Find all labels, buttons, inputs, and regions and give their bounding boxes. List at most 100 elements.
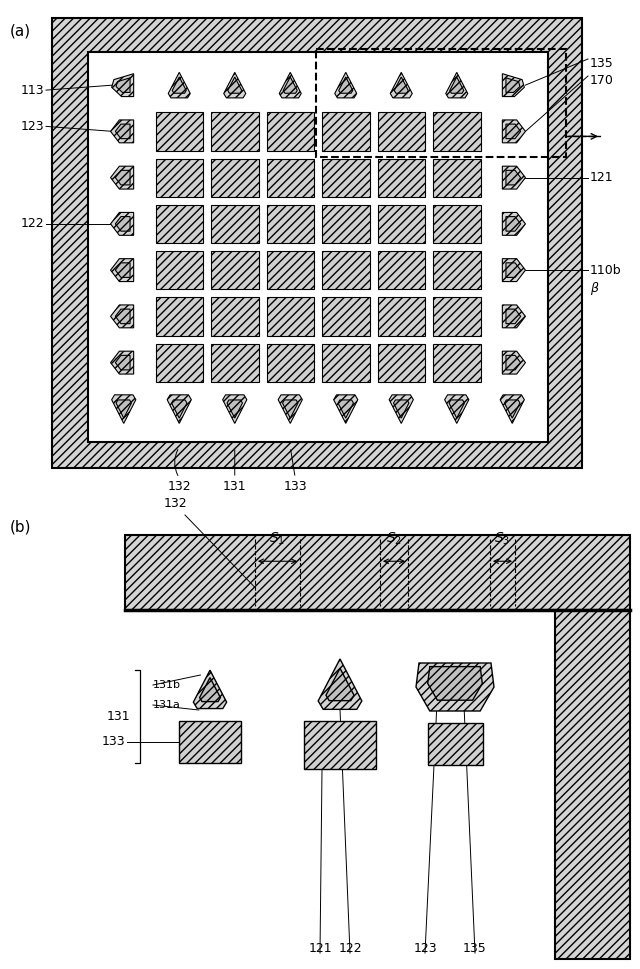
Bar xyxy=(433,251,481,290)
Polygon shape xyxy=(506,171,521,185)
Bar xyxy=(211,297,259,335)
Bar xyxy=(322,297,369,335)
Bar xyxy=(378,343,425,382)
Polygon shape xyxy=(115,263,130,277)
Polygon shape xyxy=(115,124,130,139)
Polygon shape xyxy=(502,212,525,235)
Bar xyxy=(322,112,369,150)
Text: 121: 121 xyxy=(308,942,332,955)
Bar xyxy=(156,204,203,243)
Polygon shape xyxy=(172,77,186,93)
Polygon shape xyxy=(394,77,408,93)
Polygon shape xyxy=(450,77,464,93)
Text: $S_3$: $S_3$ xyxy=(495,531,511,547)
Text: 110b: 110b xyxy=(590,264,621,276)
Text: β: β xyxy=(590,282,598,295)
Polygon shape xyxy=(278,394,302,423)
Polygon shape xyxy=(115,217,130,232)
Bar xyxy=(156,112,203,150)
Bar xyxy=(156,343,203,382)
Text: $S_1$: $S_1$ xyxy=(269,531,285,547)
Bar xyxy=(266,204,314,243)
Bar xyxy=(156,251,203,290)
Polygon shape xyxy=(326,669,354,701)
Text: 113: 113 xyxy=(20,83,44,97)
Bar xyxy=(156,297,203,335)
Polygon shape xyxy=(390,73,412,98)
Bar xyxy=(179,721,241,763)
Polygon shape xyxy=(506,124,521,139)
Bar xyxy=(88,52,548,442)
Polygon shape xyxy=(111,120,134,142)
Polygon shape xyxy=(116,78,130,92)
Polygon shape xyxy=(111,167,134,189)
Bar xyxy=(316,49,566,157)
Polygon shape xyxy=(500,394,524,423)
Bar xyxy=(378,204,425,243)
Bar xyxy=(266,159,314,197)
Polygon shape xyxy=(111,394,136,423)
Polygon shape xyxy=(506,263,521,277)
Polygon shape xyxy=(335,73,356,98)
Text: 133: 133 xyxy=(101,735,125,748)
Polygon shape xyxy=(228,77,242,93)
Text: 133: 133 xyxy=(284,480,307,493)
Polygon shape xyxy=(111,74,134,97)
Polygon shape xyxy=(284,77,297,93)
Bar xyxy=(322,159,369,197)
Bar xyxy=(378,251,425,290)
Polygon shape xyxy=(172,400,187,418)
Bar xyxy=(211,343,259,382)
Polygon shape xyxy=(445,73,468,98)
Bar xyxy=(266,343,314,382)
Polygon shape xyxy=(502,120,525,142)
Text: 135: 135 xyxy=(463,942,487,955)
Polygon shape xyxy=(506,309,521,324)
Bar xyxy=(211,159,259,197)
Text: 123: 123 xyxy=(413,942,437,955)
Polygon shape xyxy=(111,305,134,328)
Polygon shape xyxy=(506,78,520,92)
Polygon shape xyxy=(449,400,465,418)
Polygon shape xyxy=(389,394,413,423)
Polygon shape xyxy=(115,171,130,185)
Polygon shape xyxy=(502,259,525,282)
Bar xyxy=(156,159,203,197)
Text: 131a: 131a xyxy=(153,700,181,710)
Polygon shape xyxy=(428,667,483,701)
Polygon shape xyxy=(167,394,191,423)
Polygon shape xyxy=(223,394,247,423)
Text: 123: 123 xyxy=(20,120,44,133)
Bar xyxy=(125,535,630,610)
Bar xyxy=(322,343,369,382)
Polygon shape xyxy=(333,394,358,423)
Bar xyxy=(378,112,425,150)
Bar xyxy=(433,112,481,150)
Text: 122: 122 xyxy=(338,942,362,955)
Bar xyxy=(378,159,425,197)
Text: (b): (b) xyxy=(10,520,31,535)
Bar xyxy=(266,251,314,290)
Text: 122: 122 xyxy=(20,217,44,231)
Polygon shape xyxy=(200,677,220,702)
Text: 132: 132 xyxy=(163,497,187,510)
Text: 121: 121 xyxy=(590,172,614,184)
Text: 135: 135 xyxy=(590,57,614,70)
Bar xyxy=(211,251,259,290)
Bar xyxy=(322,251,369,290)
Polygon shape xyxy=(279,73,301,98)
Polygon shape xyxy=(111,212,134,235)
Text: (a): (a) xyxy=(10,23,31,38)
Polygon shape xyxy=(504,400,520,418)
Polygon shape xyxy=(502,74,524,97)
Polygon shape xyxy=(506,217,521,232)
Polygon shape xyxy=(502,305,525,328)
Polygon shape xyxy=(416,663,494,711)
Bar xyxy=(378,297,425,335)
Polygon shape xyxy=(502,167,525,189)
Polygon shape xyxy=(318,659,362,709)
Text: $S_2$: $S_2$ xyxy=(386,531,402,547)
Bar xyxy=(555,610,630,959)
Bar xyxy=(266,297,314,335)
Polygon shape xyxy=(111,259,134,282)
